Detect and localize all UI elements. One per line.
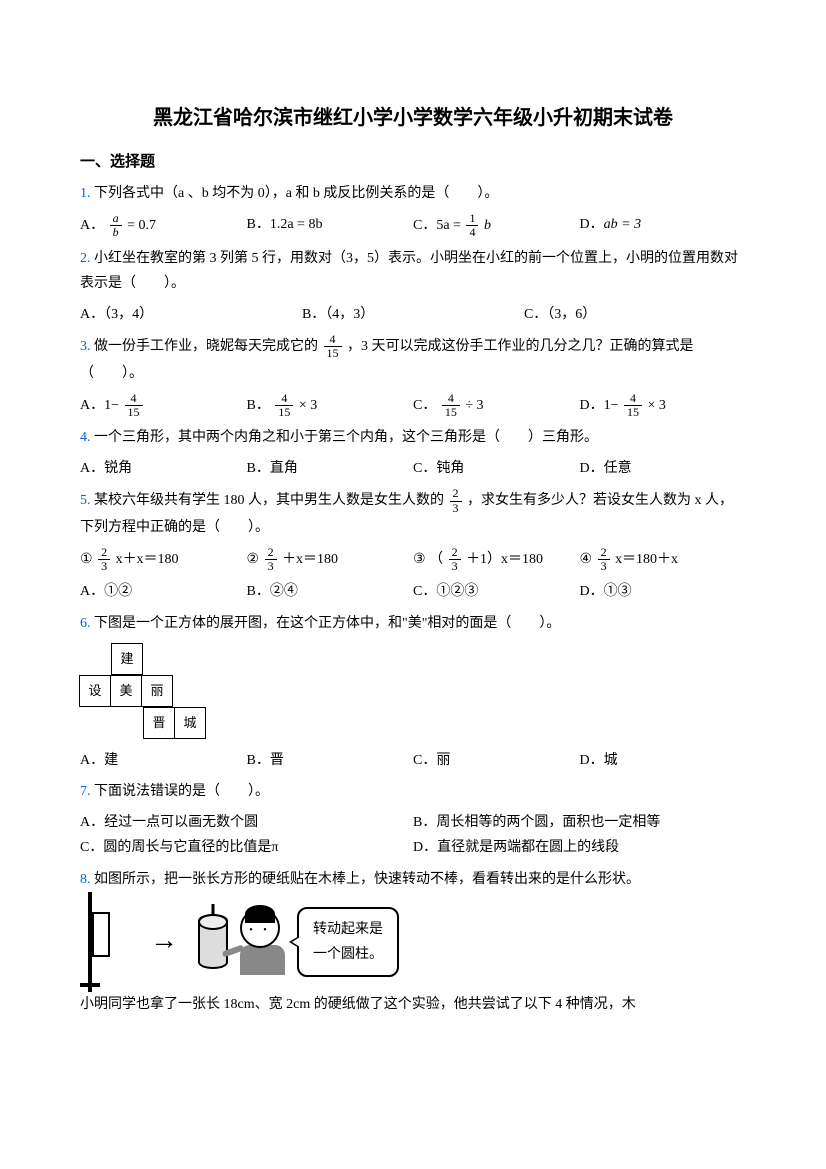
section-heading: 一、选择题	[80, 148, 746, 175]
q8-figure: → 转动起来是 一个圆柱。	[80, 902, 746, 982]
stick-with-rect-icon	[80, 902, 130, 982]
q2-opt-a: A．（3，4）	[80, 302, 302, 327]
q3-opt-b: B． 415 × 3	[247, 392, 414, 419]
q7-opt-b: B．周长相等的两个圆，面积也一定相等	[413, 810, 746, 835]
q6-num: 6.	[80, 616, 91, 631]
question-1: 1. 下列各式中（a 、b 均不为 0），a 和 b 成反比例关系的是（ ）。	[80, 181, 746, 206]
q1-options: A． ab = 0.7 B．1.2a = 8b C．5a = 14 b D．ab…	[80, 212, 746, 239]
net-cell-jin: 晋	[143, 707, 175, 739]
question-8: 8. 如图所示，把一张长方形的硬纸贴在木棒上，快速转动不棒，看看转出来的是什么形…	[80, 867, 746, 892]
q3-opt-d: D．1− 415 × 3	[580, 392, 747, 419]
q7-text: 下面说法错误的是（ ）。	[94, 784, 269, 799]
q3-text-pre: 做一份手工作业，晓妮每天完成它的	[94, 339, 318, 354]
question-6: 6. 下图是一个正方体的展开图，在这个正方体中，和"美"相对的面是（ ）。	[80, 611, 746, 636]
child-icon	[240, 908, 285, 975]
net-cell-mei: 美	[110, 675, 142, 707]
q7-opt-a: A．经过一点可以画无数个圆	[80, 810, 413, 835]
question-2: 2. 小红坐在教室的第 3 列第 5 行，用数对（3，5）表示。小明坐在小红的前…	[80, 246, 746, 296]
q5-num: 5.	[80, 493, 91, 508]
q4-opt-b: B．直角	[247, 456, 414, 481]
q1-opt-b: B．1.2a = 8b	[247, 212, 414, 239]
q2-text: 小红坐在教室的第 3 列第 5 行，用数对（3，5）表示。小明坐在小红的前一个位…	[80, 251, 738, 291]
question-4: 4. 一个三角形，其中两个内角之和小于第三个内角，这个三角形是（ ）三角形。	[80, 425, 746, 450]
q3-num: 3.	[80, 339, 91, 354]
net-cell-cheng: 城	[174, 707, 206, 739]
question-7: 7. 下面说法错误的是（ ）。	[80, 779, 746, 804]
q6-opt-a: A．建	[80, 748, 247, 773]
question-3: 3. 做一份手工作业，晓妮每天完成它的 415 ，3 天可以完成这份手工作业的几…	[80, 333, 746, 386]
q5-opt-c: C．①②③	[413, 579, 580, 604]
q5-eq3: ③ （ 23 ＋1）x＝180	[413, 546, 580, 573]
question-5: 5. 某校六年级共有学生 180 人，其中男生人数是女生人数的 23 ，求女生有…	[80, 487, 746, 540]
q6-opt-b: B．晋	[247, 748, 414, 773]
q1-opt-d: D．ab = 3	[580, 212, 747, 239]
net-cell-she: 设	[79, 675, 111, 707]
q5-opt-b: B．②④	[247, 579, 414, 604]
q4-opt-c: C．钝角	[413, 456, 580, 481]
q2-opt-b: B．（4，3）	[302, 302, 524, 327]
q3-options: A．1− 415 B． 415 × 3 C． 415 ÷ 3 D．1− 415 …	[80, 392, 746, 419]
q8-num: 8.	[80, 872, 91, 887]
arrow-icon: →	[150, 916, 178, 966]
q7-opt-c: C．圆的周长与它直径的比值是π	[80, 835, 413, 860]
q7-num: 7.	[80, 784, 91, 799]
q5-eq4: ④ 23 x＝180＋x	[580, 546, 747, 573]
q5-eq2: ② 23 ＋x＝180	[247, 546, 414, 573]
speech-bubble: 转动起来是 一个圆柱。	[297, 907, 399, 977]
q5-text-pre: 某校六年级共有学生 180 人，其中男生人数是女生人数的	[94, 493, 444, 508]
q6-options: A．建 B．晋 C．丽 D．城	[80, 748, 746, 773]
q2-opt-c: C．（3，6）	[524, 302, 746, 327]
q7-options: A．经过一点可以画无数个圆 B．周长相等的两个圆，面积也一定相等 C．圆的周长与…	[80, 810, 746, 860]
q2-num: 2.	[80, 251, 91, 266]
cube-net-diagram: 建 设 美 丽 晋 城	[80, 644, 746, 740]
q6-opt-d: D．城	[580, 748, 747, 773]
q7-opt-d: D．直径就是两端都在圆上的线段	[413, 835, 746, 860]
net-cell-li: 丽	[141, 675, 173, 707]
q3-opt-a: A．1− 415	[80, 392, 247, 419]
q4-opt-d: D．任意	[580, 456, 747, 481]
q1-opt-c: C．5a = 14 b	[413, 212, 580, 239]
net-cell-jian: 建	[111, 643, 143, 675]
q4-num: 4.	[80, 430, 91, 445]
q2-options: A．（3，4） B．（4，3） C．（3，6）	[80, 302, 746, 327]
q8-text: 如图所示，把一张长方形的硬纸贴在木棒上，快速转动不棒，看看转出来的是什么形状。	[94, 872, 640, 887]
q4-text: 一个三角形，其中两个内角之和小于第三个内角，这个三角形是（ ）三角形。	[94, 430, 598, 445]
page-title: 黑龙江省哈尔滨市继红小学小学数学六年级小升初期末试卷	[80, 100, 746, 136]
q4-opt-a: A．锐角	[80, 456, 247, 481]
q5-options: A．①② B．②④ C．①②③ D．①③	[80, 579, 746, 604]
q3-opt-c: C． 415 ÷ 3	[413, 392, 580, 419]
q1-text: 下列各式中（a 、b 均不为 0），a 和 b 成反比例关系的是（ ）。	[94, 186, 498, 201]
q1-num: 1.	[80, 186, 91, 201]
cylinder-icon	[198, 914, 228, 969]
q5-opt-d: D．①③	[580, 579, 747, 604]
q4-options: A．锐角 B．直角 C．钝角 D．任意	[80, 456, 746, 481]
q8-text2: 小明同学也拿了一张长 18cm、宽 2cm 的硬纸做了这个实验，他共尝试了以下 …	[80, 992, 746, 1017]
q6-opt-c: C．丽	[413, 748, 580, 773]
q1-opt-a: A． ab = 0.7	[80, 212, 247, 239]
q5-eq1: ① 23 x＋x＝180	[80, 546, 247, 573]
q5-equations: ① 23 x＋x＝180 ② 23 ＋x＝180 ③ （ 23 ＋1）x＝180…	[80, 546, 746, 573]
q5-opt-a: A．①②	[80, 579, 247, 604]
q6-text: 下图是一个正方体的展开图，在这个正方体中，和"美"相对的面是（ ）。	[94, 616, 560, 631]
